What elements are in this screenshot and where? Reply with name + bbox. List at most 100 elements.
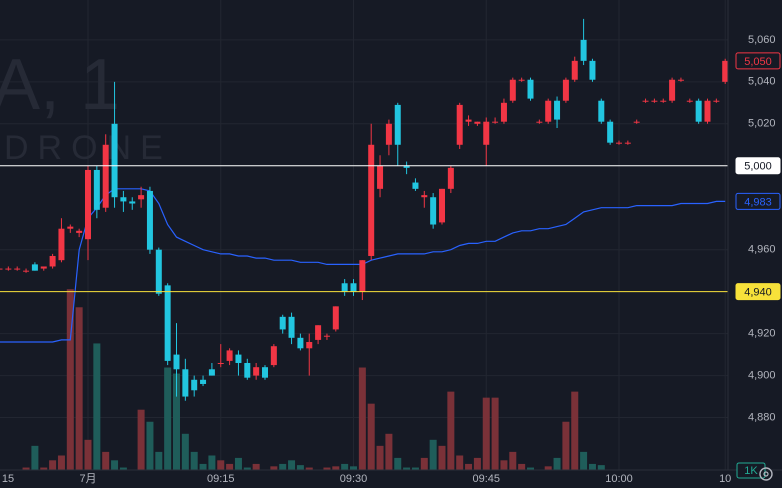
candle-body xyxy=(518,79,525,81)
candle-body xyxy=(226,350,233,361)
price-label: 5,000 xyxy=(744,161,772,173)
candle-body xyxy=(138,195,145,200)
volume-bar xyxy=(350,466,357,470)
candle-body xyxy=(421,195,428,198)
volume-bar xyxy=(544,466,552,470)
candle-body xyxy=(616,142,622,144)
volume-bar xyxy=(553,457,561,470)
candle-body xyxy=(545,100,552,122)
settings-icon-center[interactable] xyxy=(763,471,769,477)
candle-body xyxy=(554,100,561,120)
candle-body xyxy=(332,306,339,330)
candle-body xyxy=(350,283,357,292)
volume-bar xyxy=(164,367,172,470)
settings-icon[interactable] xyxy=(759,467,773,481)
x-tick-label: 15 xyxy=(2,473,14,485)
candle-body xyxy=(270,346,277,366)
x-tick-label: 7月 xyxy=(79,473,96,485)
candle-body xyxy=(146,190,153,250)
x-tick-label: 09:45 xyxy=(472,473,500,485)
volume-bar xyxy=(75,307,83,470)
candle-body xyxy=(607,121,614,143)
candle-body xyxy=(562,79,569,101)
candle-body xyxy=(288,316,295,338)
settings-button[interactable] xyxy=(759,467,773,481)
candle-body xyxy=(262,367,268,378)
candle-body xyxy=(430,197,437,225)
watermark-name: DRONE xyxy=(4,129,172,167)
axes: 4,880 4,900 4,920 4,940 4,960 5,000 5,020 5,040… xyxy=(2,34,781,485)
volume-bar xyxy=(473,457,481,470)
y-tick-label: 5,040 xyxy=(748,76,776,88)
x-tick-label: 10:00 xyxy=(605,473,633,485)
candle-body xyxy=(368,144,375,256)
volume-bar xyxy=(137,409,145,470)
volume-bar xyxy=(226,463,234,470)
candle-body xyxy=(377,165,384,189)
candle-body xyxy=(695,100,702,122)
candle-body xyxy=(624,142,631,144)
volume-label-box xyxy=(736,462,766,479)
volume-bar xyxy=(447,391,455,470)
volume-bar xyxy=(323,467,331,470)
volume-bar xyxy=(438,445,446,470)
volume-bar xyxy=(367,403,375,470)
volume-bar xyxy=(119,467,127,470)
y-tick-label: 4,900 xyxy=(748,369,776,381)
volume-bar xyxy=(358,367,366,470)
plot-area xyxy=(0,18,728,470)
candle-body xyxy=(279,316,286,330)
candle-body xyxy=(0,268,3,270)
volume-bar xyxy=(288,460,296,470)
candle-body xyxy=(677,79,684,81)
volume-bar xyxy=(509,451,517,470)
candle-body xyxy=(93,169,100,210)
volume-bar xyxy=(341,463,349,470)
volume-bar xyxy=(66,289,74,470)
volume-bar xyxy=(465,463,473,470)
candle-body xyxy=(660,100,667,102)
candle-body xyxy=(500,102,507,122)
candle-body xyxy=(40,266,47,269)
candle-body xyxy=(722,60,728,82)
candle-body xyxy=(589,60,596,80)
volume-bar xyxy=(173,373,180,470)
candle-body xyxy=(155,249,162,294)
volume-label: 1K xyxy=(744,465,758,477)
price-label-box xyxy=(735,52,781,70)
candle-body xyxy=(191,379,198,391)
candle-body xyxy=(208,369,215,376)
volume-bar xyxy=(111,460,119,470)
candle-body xyxy=(633,121,640,123)
candle-body xyxy=(253,367,260,376)
volume-bar xyxy=(588,463,596,470)
volume-bar xyxy=(279,463,287,470)
volume-bar xyxy=(270,466,278,470)
y-tick-label: 5,060 xyxy=(748,34,776,46)
price-label-box xyxy=(735,192,781,210)
y-tick-label: 4,880 xyxy=(748,411,776,423)
candle-body xyxy=(465,119,472,122)
candle-body xyxy=(49,255,56,267)
volume-bar xyxy=(49,460,57,470)
candle-body xyxy=(527,79,534,99)
volume-bar xyxy=(199,463,207,470)
price-axis xyxy=(728,0,782,488)
candle-body xyxy=(23,270,30,272)
price-label: 5,050 xyxy=(744,56,772,68)
x-tick-label: 09:30 xyxy=(340,473,368,485)
volume-bar xyxy=(527,467,534,470)
candle-body xyxy=(164,285,171,361)
candle-body xyxy=(129,201,136,204)
watermark-symbol: A, 1 xyxy=(0,45,120,125)
candle-body xyxy=(76,230,83,233)
candle-body xyxy=(456,104,463,145)
candle-body xyxy=(235,354,242,363)
candle-body xyxy=(315,325,322,340)
volume-bar xyxy=(22,467,30,470)
candle-body xyxy=(173,354,180,370)
candle-body xyxy=(385,123,392,145)
y-tick-label: 4,920 xyxy=(748,328,776,340)
candle-body xyxy=(67,226,74,229)
candle-body xyxy=(509,79,516,101)
